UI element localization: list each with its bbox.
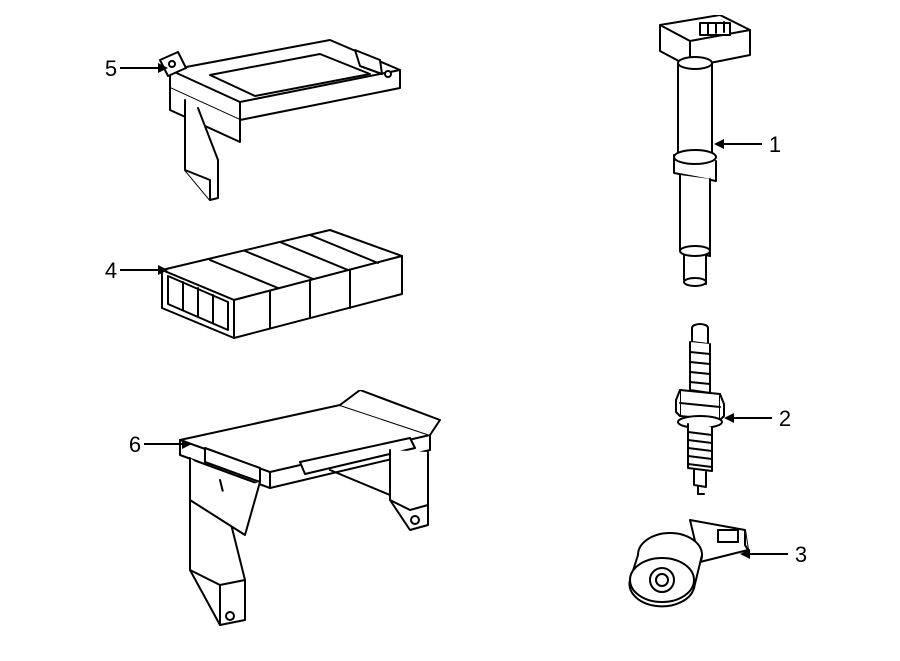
- callout-label: 1: [768, 132, 782, 158]
- callout-5: 5: [104, 56, 118, 82]
- callout-arrow-6: [144, 436, 194, 452]
- callout-1: 1: [768, 132, 782, 158]
- callout-label: 5: [104, 56, 118, 82]
- lower-bracket: [150, 390, 450, 650]
- callout-label: 4: [104, 258, 118, 284]
- callout-4: 4: [104, 258, 118, 284]
- knock-sensor: [600, 510, 760, 610]
- callout-3: 3: [794, 542, 808, 568]
- callout-label: 2: [778, 406, 792, 432]
- callout-2: 2: [778, 406, 792, 432]
- callout-arrow-5: [120, 60, 170, 76]
- callout-arrow-2: [724, 410, 774, 426]
- callout-label: 6: [128, 432, 142, 458]
- callout-arrow-1: [714, 136, 764, 152]
- parts-diagram: 5 4 6 1 2 3: [0, 0, 900, 661]
- callout-6: 6: [128, 432, 142, 458]
- ecu-module: [150, 220, 410, 350]
- callout-label: 3: [794, 542, 808, 568]
- callout-arrow-3: [740, 546, 790, 562]
- upper-bracket: [150, 30, 410, 210]
- ignition-coil: [620, 15, 760, 295]
- callout-arrow-4: [120, 262, 170, 278]
